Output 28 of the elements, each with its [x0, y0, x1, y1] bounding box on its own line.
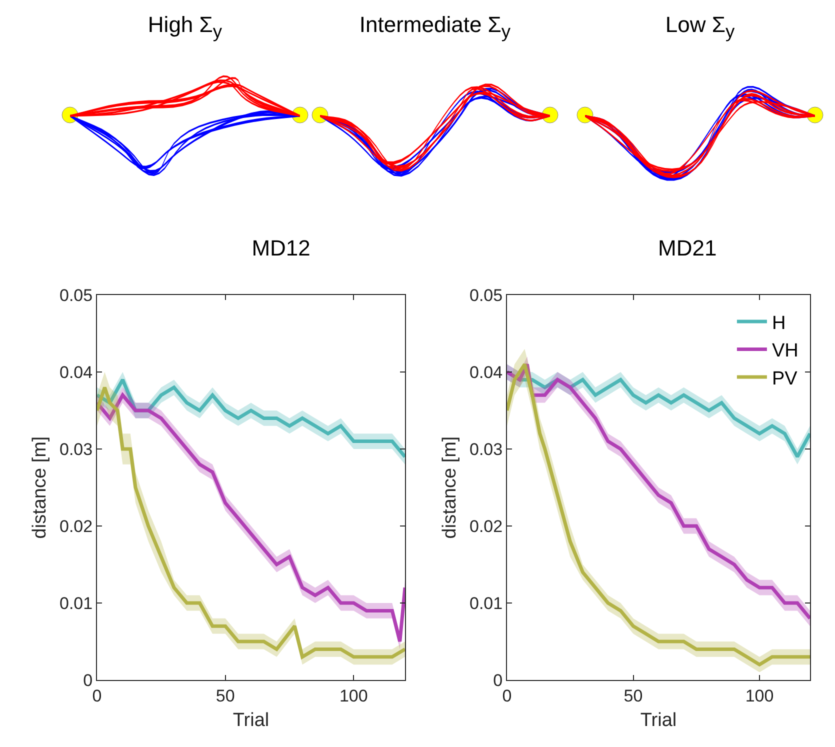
x-tick-label: 50: [624, 686, 643, 706]
text: High Σ$_{y}$: [146, 12, 224, 42]
y-tick-label: 0.04: [470, 362, 503, 382]
legend-label: VH: [772, 340, 798, 362]
y-tick-label: 0: [493, 670, 503, 690]
y-tick-label: 0.02: [60, 516, 93, 536]
y-tick-label: 0.03: [470, 440, 503, 459]
x-axis-title: Trial: [640, 710, 677, 732]
chart-title: MD21: [658, 235, 717, 260]
y-axis-title: distance [m]: [439, 436, 460, 539]
y-tick-label: 0.04: [60, 362, 93, 382]
legend-label: H: [772, 312, 786, 334]
legend-label: PV: [772, 368, 798, 390]
y-tick-label: 0.02: [470, 516, 503, 536]
x-tick-label: 100: [745, 686, 774, 706]
text: Low Σ$_{y}$: [664, 12, 736, 42]
y-tick-label: 0.01: [470, 594, 503, 613]
x-axis-title: Trial: [232, 710, 270, 732]
y-tick-label: 0.01: [60, 594, 93, 613]
chart-title: MD12: [252, 235, 310, 260]
y-axis-title: distance [m]: [29, 436, 50, 539]
text: Intermediate Σ$_{y}$: [358, 12, 512, 42]
y-tick-label: 0: [83, 670, 93, 690]
y-tick-label: 0.05: [470, 286, 503, 305]
x-tick-label: 100: [339, 686, 368, 706]
x-tick-label: 50: [216, 686, 235, 706]
y-tick-label: 0.03: [60, 440, 93, 459]
y-tick-label: 0.05: [60, 286, 93, 305]
